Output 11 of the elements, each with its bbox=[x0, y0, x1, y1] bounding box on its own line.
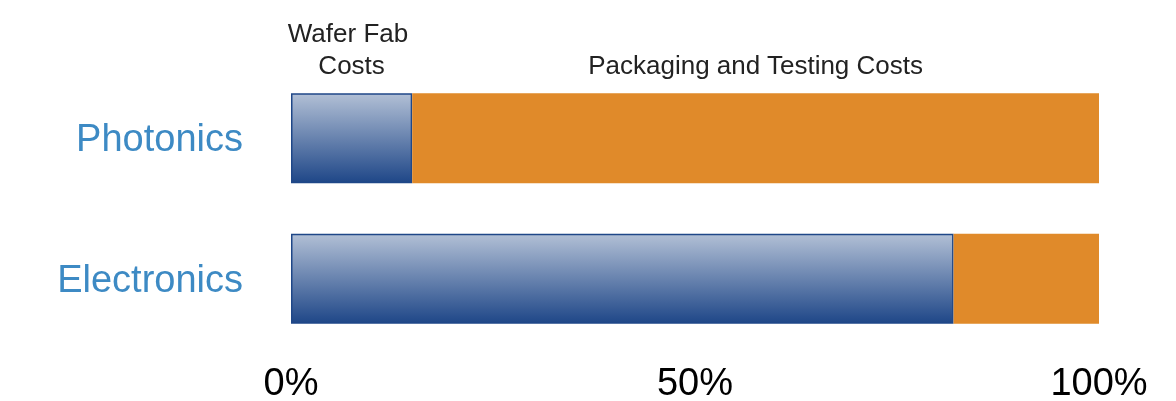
bar bbox=[953, 233, 1099, 324]
x-tick-label: 100% bbox=[1050, 361, 1148, 401]
bar bbox=[412, 93, 1099, 184]
bar bbox=[291, 93, 413, 184]
series-label: Wafer Fab Costs bbox=[287, 18, 416, 81]
y-tick-label: Photonics bbox=[76, 117, 243, 160]
y-tick-label: Electronics bbox=[57, 257, 243, 300]
x-tick-label: 0% bbox=[263, 361, 319, 401]
x-tick-label: 50% bbox=[656, 361, 734, 401]
series-label: Packaging and Testing Costs bbox=[588, 50, 924, 81]
bar bbox=[291, 233, 954, 324]
